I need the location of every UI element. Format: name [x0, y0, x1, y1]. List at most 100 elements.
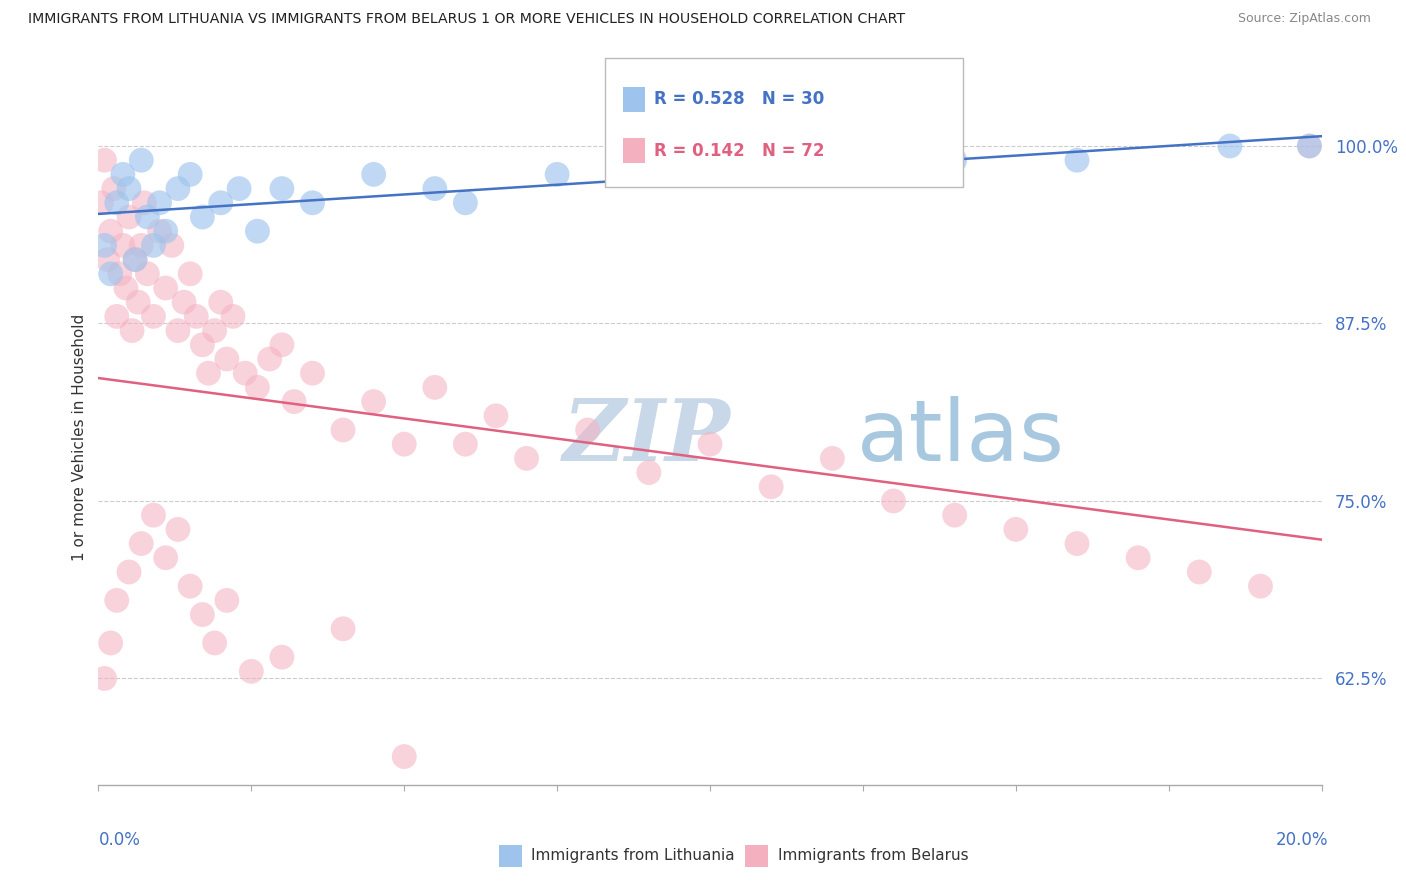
Text: ZIP: ZIP — [564, 395, 731, 479]
Point — [118, 565, 141, 579]
Point — [142, 238, 165, 252]
Point — [179, 267, 201, 281]
Point — [637, 466, 661, 480]
Point — [1298, 139, 1320, 153]
Point — [97, 252, 120, 267]
Point — [197, 366, 219, 380]
Text: IMMIGRANTS FROM LITHUANIA VS IMMIGRANTS FROM BELARUS 1 OR MORE VEHICLES IN HOUSE: IMMIGRANTS FROM LITHUANIA VS IMMIGRANTS … — [28, 12, 905, 26]
Point — [332, 423, 354, 437]
Point — [883, 494, 905, 508]
Point — [100, 224, 122, 238]
Point — [155, 281, 177, 295]
Point — [270, 338, 294, 352]
Point — [124, 252, 146, 267]
Text: R = 0.528   N = 30: R = 0.528 N = 30 — [654, 90, 824, 108]
Text: R = 0.142   N = 72: R = 0.142 N = 72 — [654, 142, 824, 160]
Point — [103, 181, 125, 195]
Point — [111, 238, 134, 252]
Point — [259, 351, 281, 366]
Point — [167, 324, 190, 338]
Point — [160, 238, 183, 252]
Point — [423, 380, 446, 394]
Y-axis label: 1 or more Vehicles in Household: 1 or more Vehicles in Household — [72, 313, 87, 561]
Point — [283, 394, 305, 409]
Point — [124, 252, 146, 267]
Point — [392, 749, 416, 764]
Point — [821, 451, 844, 466]
Point — [637, 153, 661, 168]
Point — [215, 593, 238, 607]
Point — [100, 636, 122, 650]
Point — [454, 437, 477, 451]
Point — [118, 210, 141, 224]
Point — [105, 310, 128, 324]
Point — [240, 665, 263, 679]
Point — [93, 153, 115, 168]
Point — [423, 181, 446, 195]
Point — [118, 181, 141, 195]
Point — [127, 295, 149, 310]
Point — [1250, 579, 1272, 593]
Point — [108, 267, 131, 281]
Text: Source: ZipAtlas.com: Source: ZipAtlas.com — [1237, 12, 1371, 25]
Point — [100, 267, 122, 281]
Point — [129, 153, 152, 168]
Point — [136, 267, 159, 281]
Point — [142, 310, 165, 324]
Point — [1004, 522, 1026, 536]
Point — [821, 153, 844, 168]
Point — [730, 168, 752, 182]
Point — [149, 195, 172, 210]
Point — [121, 324, 143, 338]
Point — [363, 168, 385, 182]
Point — [191, 210, 214, 224]
Point — [209, 295, 232, 310]
Point — [1219, 139, 1241, 153]
Point — [204, 324, 226, 338]
Point — [204, 636, 226, 650]
Text: atlas: atlas — [856, 395, 1064, 479]
Point — [485, 409, 508, 423]
Point — [105, 195, 128, 210]
Point — [576, 423, 599, 437]
Point — [363, 394, 385, 409]
Point — [301, 366, 323, 380]
Point — [1298, 139, 1320, 153]
Point — [761, 480, 783, 494]
Point — [215, 351, 238, 366]
Point — [228, 181, 250, 195]
Point — [454, 195, 477, 210]
Point — [191, 338, 214, 352]
Point — [516, 451, 538, 466]
Point — [191, 607, 214, 622]
Point — [332, 622, 354, 636]
Point — [392, 437, 416, 451]
Point — [129, 238, 152, 252]
Point — [270, 650, 294, 665]
Point — [1128, 550, 1150, 565]
Point — [943, 508, 966, 523]
Point — [546, 168, 568, 182]
Point — [142, 508, 165, 523]
Point — [111, 168, 134, 182]
Text: Immigrants from Belarus: Immigrants from Belarus — [778, 848, 969, 863]
Point — [129, 536, 152, 550]
Point — [1066, 153, 1088, 168]
Point — [179, 579, 201, 593]
Point — [167, 522, 190, 536]
Point — [1066, 536, 1088, 550]
Point — [149, 224, 172, 238]
Point — [1188, 565, 1211, 579]
Point — [167, 181, 190, 195]
Text: Immigrants from Lithuania: Immigrants from Lithuania — [531, 848, 735, 863]
Point — [246, 224, 269, 238]
Point — [270, 181, 294, 195]
Point — [155, 550, 177, 565]
Point — [105, 593, 128, 607]
Point — [943, 153, 966, 168]
Point — [179, 168, 201, 182]
Point — [186, 310, 208, 324]
Point — [301, 195, 323, 210]
Point — [93, 238, 115, 252]
Point — [173, 295, 195, 310]
